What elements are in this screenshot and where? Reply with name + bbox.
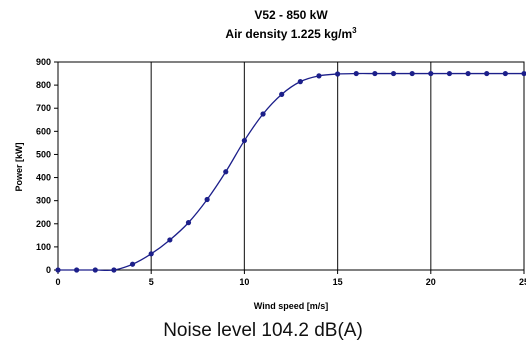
data-point — [390, 70, 397, 77]
data-point — [279, 91, 285, 97]
data-point — [502, 70, 508, 77]
y-tick-label: 300 — [36, 196, 51, 206]
data-point — [335, 71, 341, 77]
data-point — [409, 70, 415, 77]
data-point — [241, 137, 247, 144]
x-tick-label: 20 — [426, 277, 436, 287]
x-tick-label: 0 — [55, 277, 60, 287]
y-axis-ticks: 0 100 200 300 400 500 600 700 800 900 — [36, 57, 58, 275]
x-tick-label: 25 — [519, 277, 526, 287]
power-curve-line — [58, 72, 524, 272]
power-curve-points — [55, 70, 526, 273]
data-point — [465, 70, 471, 77]
data-point — [428, 70, 434, 77]
data-point — [521, 70, 526, 77]
y-tick-label: 900 — [36, 57, 51, 67]
data-point — [372, 70, 378, 77]
y-tick-label: 100 — [36, 242, 51, 252]
data-point — [353, 70, 359, 77]
x-tick-label: 10 — [239, 277, 249, 287]
data-point — [167, 237, 173, 243]
data-point — [111, 267, 117, 273]
chart-title: V52 - 850 kW — [254, 8, 328, 22]
chart-subtitle-superscript: 3 — [352, 26, 357, 35]
data-point — [148, 251, 154, 257]
x-axis-ticks: 0 5 10 15 20 25 — [55, 270, 526, 287]
data-point — [316, 73, 322, 79]
grid-lines — [150, 62, 432, 270]
data-point — [55, 267, 61, 273]
data-point — [92, 267, 98, 273]
data-point — [446, 70, 453, 77]
data-point — [129, 261, 136, 267]
y-tick-label: 0 — [46, 265, 51, 275]
y-axis-label: Power [kW] — [14, 142, 24, 191]
y-tick-label: 700 — [36, 103, 51, 113]
data-point — [484, 70, 490, 77]
chart-subtitle-text: Air density 1.225 kg/m — [225, 27, 352, 41]
y-tick-label: 500 — [36, 149, 51, 159]
y-tick-label: 200 — [36, 219, 51, 229]
y-tick-label: 800 — [36, 80, 51, 90]
plot-frame — [57, 61, 525, 271]
data-point — [185, 220, 192, 226]
data-point — [74, 267, 80, 273]
data-point — [297, 79, 303, 85]
x-tick-label: 5 — [149, 277, 154, 287]
chart-subtitle: Air density 1.225 kg/m3 — [225, 26, 357, 41]
data-point — [223, 169, 229, 175]
data-point — [204, 196, 210, 203]
y-tick-label: 600 — [36, 126, 51, 136]
data-point — [260, 111, 266, 117]
x-axis-label: Wind speed [m/s] — [254, 301, 328, 311]
y-tick-label: 400 — [36, 173, 51, 183]
x-tick-label: 15 — [333, 277, 343, 287]
noise-level-text: Noise level 104.2 dB(A) — [163, 320, 363, 341]
